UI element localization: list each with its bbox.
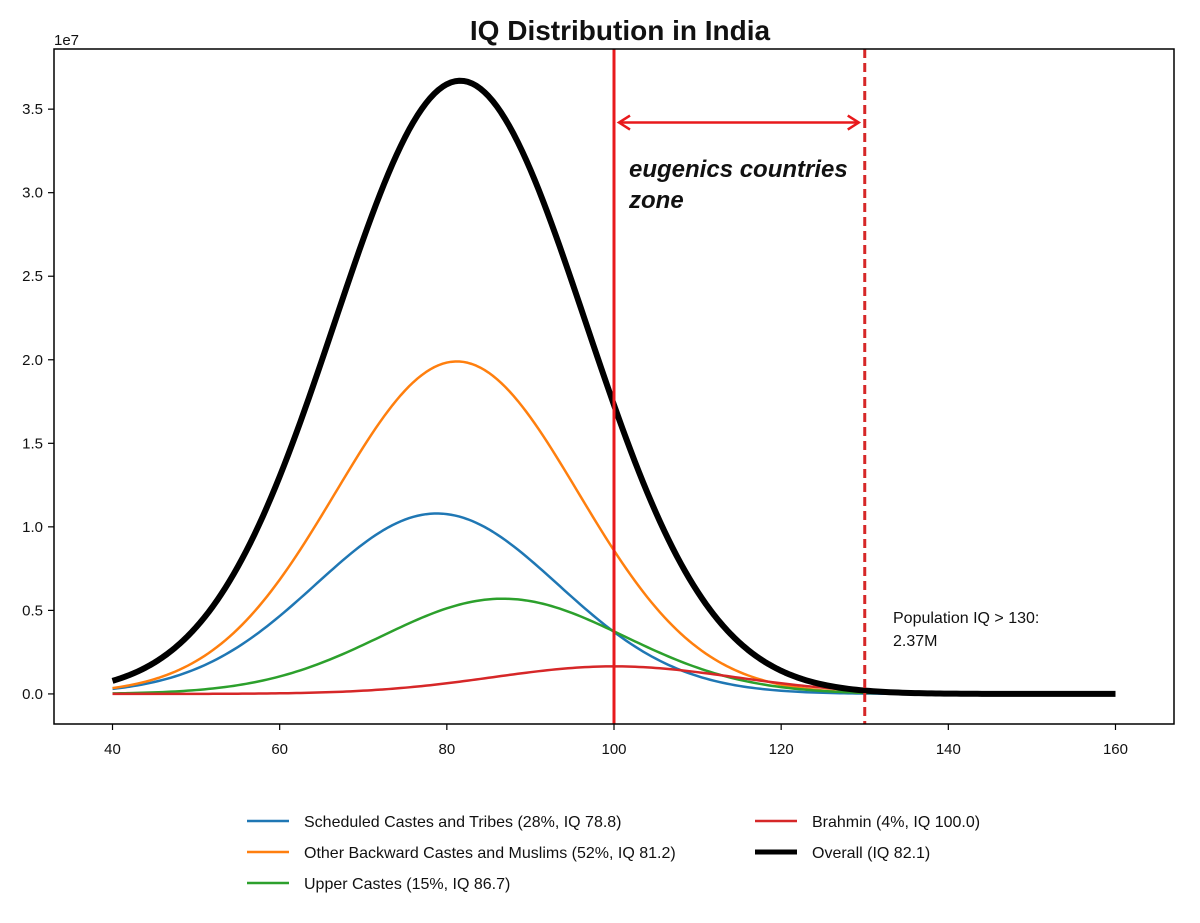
legend-label-2: Upper Castes (15%, IQ 86.7) (304, 876, 510, 893)
x-tick-label-5: 140 (936, 741, 961, 758)
y-tick-label-6: 3.0 (22, 185, 43, 202)
zone-label-line1: eugenics countries (629, 156, 848, 183)
zone-label-line2: zone (628, 187, 684, 214)
y-tick-label-7: 3.5 (22, 101, 43, 118)
chart-title: IQ Distribution in India (470, 15, 771, 46)
legend-label-3: Brahmin (4%, IQ 100.0) (812, 814, 980, 831)
legend-label-1: Other Backward Castes and Muslims (52%, … (304, 845, 676, 862)
y-tick-label-4: 2.0 (22, 352, 43, 369)
y-tick-label-0: 0.0 (22, 686, 43, 703)
y-tick-label-5: 2.5 (22, 268, 43, 285)
y-tick-label-2: 1.0 (22, 519, 43, 536)
x-tick-label-3: 100 (601, 741, 626, 758)
y-tick-label-1: 0.5 (22, 602, 43, 619)
population-label-line2: 2.37M (893, 633, 937, 650)
zone-arrow-right-head (847, 114, 862, 131)
x-tick-label-2: 80 (438, 741, 455, 758)
axes: 40 60 80 100 120 140 160 0.0 0.5 1.0 1.5 2.0 2.5 3.0 3… (22, 48, 1175, 758)
x-tick-label-1: 60 (271, 741, 288, 758)
legend: Scheduled Castes and Tribes (28%, IQ 78.… (247, 814, 980, 893)
legend-label-4: Overall (IQ 82.1) (812, 845, 930, 862)
plot-area (111, 49, 1116, 724)
population-label-line1: Population IQ > 130: (893, 610, 1039, 627)
annotations: eugenics countries zone Population IQ > … (616, 114, 1039, 650)
x-tick-label-0: 40 (104, 741, 121, 758)
y-tick-label-3: 1.5 (22, 435, 43, 452)
x-tick-label-4: 120 (769, 741, 794, 758)
legend-label-0: Scheduled Castes and Tribes (28%, IQ 78.… (304, 814, 622, 831)
y-scale-label: 1e7 (54, 32, 79, 49)
zone-arrow-left-head (616, 114, 631, 131)
x-tick-label-6: 160 (1103, 741, 1128, 758)
